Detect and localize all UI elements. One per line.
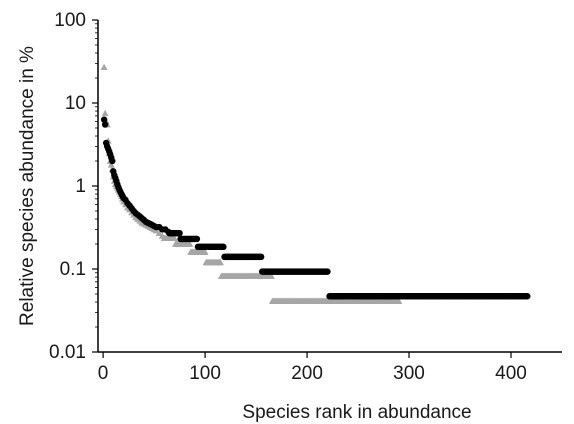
series-circles — [100, 116, 531, 300]
x-tick-label: 0 — [98, 363, 109, 384]
tick-layer: 0.01 0.1 1 10 100 0 100 200 300 400 — [49, 10, 527, 384]
data-point-circle — [101, 121, 109, 128]
data-point-circle — [524, 293, 531, 300]
y-tick-label: 0.01 — [49, 342, 86, 363]
data-point-triangle — [267, 272, 275, 279]
data-point-triangle — [186, 240, 194, 247]
x-axis-title: Species rank in abundance — [242, 402, 471, 423]
y-tick-label: 100 — [54, 10, 86, 31]
y-tick-label: 1 — [75, 176, 86, 197]
series-triangles — [100, 63, 403, 304]
data-point-circle — [176, 229, 183, 237]
data-point-triangle — [101, 109, 109, 117]
data-point-triangle — [395, 297, 403, 304]
series-layer — [100, 63, 531, 304]
data-point-circle — [220, 243, 227, 251]
data-point-circle — [257, 253, 265, 261]
data-point-circle — [109, 157, 116, 165]
x-tick-label: 200 — [291, 363, 323, 384]
x-tick-label: 400 — [495, 363, 527, 384]
data-point-triangle — [107, 161, 115, 168]
y-tick-label: 0.1 — [60, 259, 86, 280]
data-point-circle — [193, 235, 201, 243]
data-point-triangle — [201, 248, 209, 255]
data-point-triangle — [155, 229, 163, 236]
y-axis-title: Relative species abundance in % — [17, 46, 38, 326]
x-tick-label: 100 — [189, 363, 221, 384]
data-point-circle — [100, 116, 108, 123]
x-tick-label: 300 — [393, 363, 425, 384]
data-point-triangle — [100, 63, 108, 70]
y-tick-label: 10 — [65, 93, 86, 114]
data-point-triangle — [216, 258, 224, 266]
data-point-circle — [324, 268, 331, 275]
data-point-triangle — [170, 234, 178, 242]
